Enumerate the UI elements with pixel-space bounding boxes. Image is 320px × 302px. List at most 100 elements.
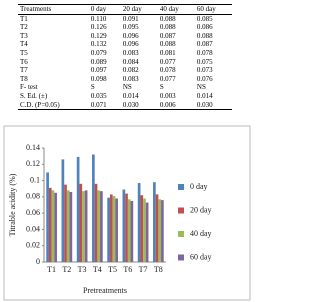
table-row: S. Ed. (±) 0.035 0.014 0.003 0.014	[18, 92, 232, 101]
table-row: C.D. (P=0.05) 0.071 0.030 0.006 0.030	[18, 100, 232, 111]
y-tick-label: 0.06	[26, 208, 40, 217]
table-cell: 0.079	[90, 48, 107, 57]
bar	[69, 191, 73, 262]
table-cell: 0.087	[196, 40, 213, 49]
y-tick-label: 0.02	[26, 241, 40, 250]
table-cell: 0.126	[90, 23, 107, 32]
bar	[92, 154, 95, 262]
legend-swatch	[178, 207, 184, 214]
bar	[97, 190, 101, 262]
table-row: T7 0.097 0.082 0.078 0.073	[18, 66, 232, 75]
table-cell: 0.003	[159, 91, 176, 100]
y-tick-label: 0.04	[26, 224, 40, 233]
x-tick-label: T8	[154, 265, 163, 274]
y-tick-label: 0.12	[26, 159, 40, 168]
table-cell: NS	[122, 83, 132, 92]
table-cell: 0.132	[90, 40, 107, 49]
table-cell: C.D. (P=0.05)	[18, 100, 89, 111]
table-cell: NS	[196, 83, 206, 92]
table-row: F- test S NS S NS	[18, 83, 232, 92]
table-cell: 0.096	[122, 31, 139, 40]
table-cell: 0.006	[157, 100, 195, 111]
table-row: T2 0.126 0.095 0.088 0.086	[18, 23, 232, 32]
bar	[100, 191, 103, 262]
x-tick-label: T7	[139, 265, 148, 274]
table-cell: 0.071	[88, 100, 121, 111]
bar	[76, 156, 80, 262]
table-cell: 0.075	[196, 57, 213, 66]
x-tick-label: T3	[78, 265, 87, 274]
table-cell: 0.083	[122, 48, 139, 57]
bar	[64, 184, 67, 262]
table-cell: 0.076	[196, 74, 213, 83]
legend-label: 20 day	[190, 205, 212, 214]
table-cell: 0.086	[196, 23, 213, 32]
table-cell: T6	[20, 57, 28, 66]
table-cell: 0.035	[90, 91, 107, 100]
table-cell: 0.078	[196, 48, 213, 57]
bar	[155, 194, 159, 262]
table-cell: 0.077	[159, 74, 176, 83]
legend-swatch	[178, 254, 184, 261]
bar	[140, 195, 144, 262]
data-table: Treatments 0 day 20 day 40 day 60 day T1 0.110…	[18, 4, 232, 111]
bar	[84, 190, 88, 262]
bar	[61, 159, 65, 262]
y-tick-label: 0	[36, 257, 40, 266]
bar	[48, 187, 52, 262]
table-cell: 0.014	[122, 91, 139, 100]
bar	[122, 189, 126, 262]
table-row: T1 0.110 0.091 0.088 0.085	[18, 14, 232, 23]
bar	[143, 198, 146, 262]
table-cell: 0.088	[159, 23, 176, 32]
header-cell: 40 day	[157, 4, 195, 15]
table-cell: F- test	[20, 83, 38, 92]
table-cell: 0.088	[159, 40, 176, 49]
table-cell: T8	[20, 74, 28, 83]
table-cell: 0.097	[90, 66, 107, 75]
x-tick-label: T2	[62, 265, 71, 274]
table-cell: 0.030	[194, 100, 232, 111]
bar	[54, 192, 57, 262]
table-cell: 0.014	[196, 91, 213, 100]
bar	[137, 183, 141, 262]
table-cell: 0.073	[196, 66, 213, 75]
bar	[51, 190, 55, 262]
bar	[130, 200, 134, 262]
legend-label: 40 day	[190, 229, 212, 238]
x-tick-label: T6	[123, 265, 132, 274]
table-cell: 0.088	[196, 31, 213, 40]
table-cell: 0.085	[196, 14, 213, 23]
table-cell: 0.088	[159, 14, 176, 23]
bar	[145, 202, 149, 262]
bar	[79, 183, 83, 262]
x-tick-label: T4	[93, 265, 102, 274]
bar	[158, 199, 162, 262]
table-cell: T1	[20, 14, 28, 23]
header-cell: 60 day	[194, 4, 232, 15]
table-cell: T7	[20, 66, 28, 75]
table-cell: 0.096	[122, 40, 139, 49]
table-cell: S	[159, 83, 164, 92]
table-cell: S	[90, 83, 95, 92]
table-cell: T3	[20, 31, 28, 40]
bar	[127, 199, 131, 262]
table-cell: 0.091	[122, 14, 139, 23]
chart: Pretreatments Titrable acidity (%) 0 0.02…	[3, 125, 251, 301]
table-cell: 0.084	[122, 57, 139, 66]
table-cell: 0.098	[90, 74, 107, 83]
header-cell: 20 day	[120, 4, 158, 15]
bar	[115, 198, 118, 262]
x-tick-label: T1	[47, 265, 56, 274]
table-row: T4 0.132 0.096 0.088 0.087	[18, 40, 232, 49]
table-cell: S. Ed. (±)	[20, 91, 48, 100]
chart-frame	[3, 125, 251, 301]
header-cell: 0 day	[88, 4, 121, 15]
table-cell: T2	[20, 23, 28, 32]
table-cell: 0.129	[90, 31, 107, 40]
y-tick-label: 0.1	[30, 175, 40, 184]
table-cell: 0.110	[90, 14, 107, 23]
header-cell: Treatments	[18, 4, 89, 15]
bar	[161, 200, 164, 262]
table-cell: 0.078	[159, 66, 176, 75]
